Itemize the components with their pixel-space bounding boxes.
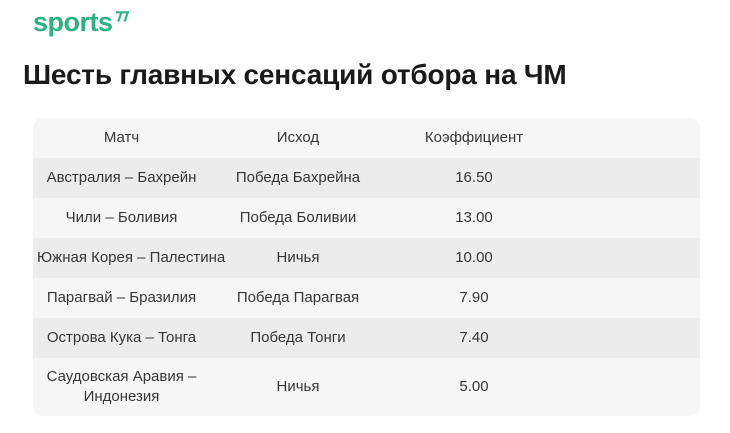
match-cell: Южная Корея – Палестина (37, 249, 226, 266)
spacer-cell (562, 358, 700, 416)
match-cell: Саудовская Аравия – Индонезия (46, 368, 197, 405)
sports-logo[interactable]: sports (33, 9, 129, 36)
spacer-cell (562, 318, 700, 358)
outcome-cell: Ничья (276, 378, 320, 395)
outcome-cell: Ничья (276, 249, 320, 266)
column-header-spacer (562, 118, 700, 158)
odds-table-container: Матч Исход Коэффициент Австралия – Бахре… (33, 118, 700, 416)
spacer-cell (562, 278, 700, 318)
column-header-match: Матч (103, 129, 140, 146)
odds-cell: 7.40 (459, 329, 489, 346)
match-cell: Острова Кука – Тонга (46, 329, 197, 346)
outcome-cell: Победа Бахрейна (235, 169, 361, 186)
table-row: Австралия – Бахрейн Победа Бахрейна 16.5… (33, 158, 700, 198)
match-cell: Австралия – Бахрейн (46, 169, 197, 186)
odds-table: Матч Исход Коэффициент Австралия – Бахре… (33, 118, 700, 416)
spacer-cell (562, 198, 700, 238)
table-row: Саудовская Аравия – Индонезия Ничья 5.00 (33, 358, 700, 416)
page-title: Шесть главных сенсаций отбора на ЧМ (23, 59, 567, 90)
sports-logo-text: sports (33, 7, 113, 37)
spacer-cell (562, 238, 700, 278)
odds-cell: 16.50 (455, 169, 493, 186)
sports-logo-double-arrow-icon (115, 11, 129, 22)
table-row: Парагвай – Бразилия Победа Парагвая 7.90 (33, 278, 700, 318)
match-cell: Чили – Боливия (65, 209, 178, 226)
outcome-cell: Победа Боливии (239, 209, 357, 226)
table-row: Южная Корея – Палестина Ничья 10.00 (33, 238, 700, 278)
odds-cell: 5.00 (459, 378, 489, 395)
odds-cell: 10.00 (455, 249, 493, 266)
outcome-cell: Победа Тонги (250, 329, 346, 346)
column-header-outcome: Исход (276, 129, 320, 146)
odds-cell: 13.00 (455, 209, 493, 226)
odds-cell: 7.90 (459, 289, 489, 306)
table-row: Острова Кука – Тонга Победа Тонги 7.40 (33, 318, 700, 358)
column-header-odds: Коэффициент (424, 129, 524, 146)
spacer-cell (562, 158, 700, 198)
table-header-row: Матч Исход Коэффициент (33, 118, 700, 158)
outcome-cell: Победа Парагвая (236, 289, 360, 306)
table-row: Чили – Боливия Победа Боливии 13.00 (33, 198, 700, 238)
match-cell: Парагвай – Бразилия (46, 289, 197, 306)
